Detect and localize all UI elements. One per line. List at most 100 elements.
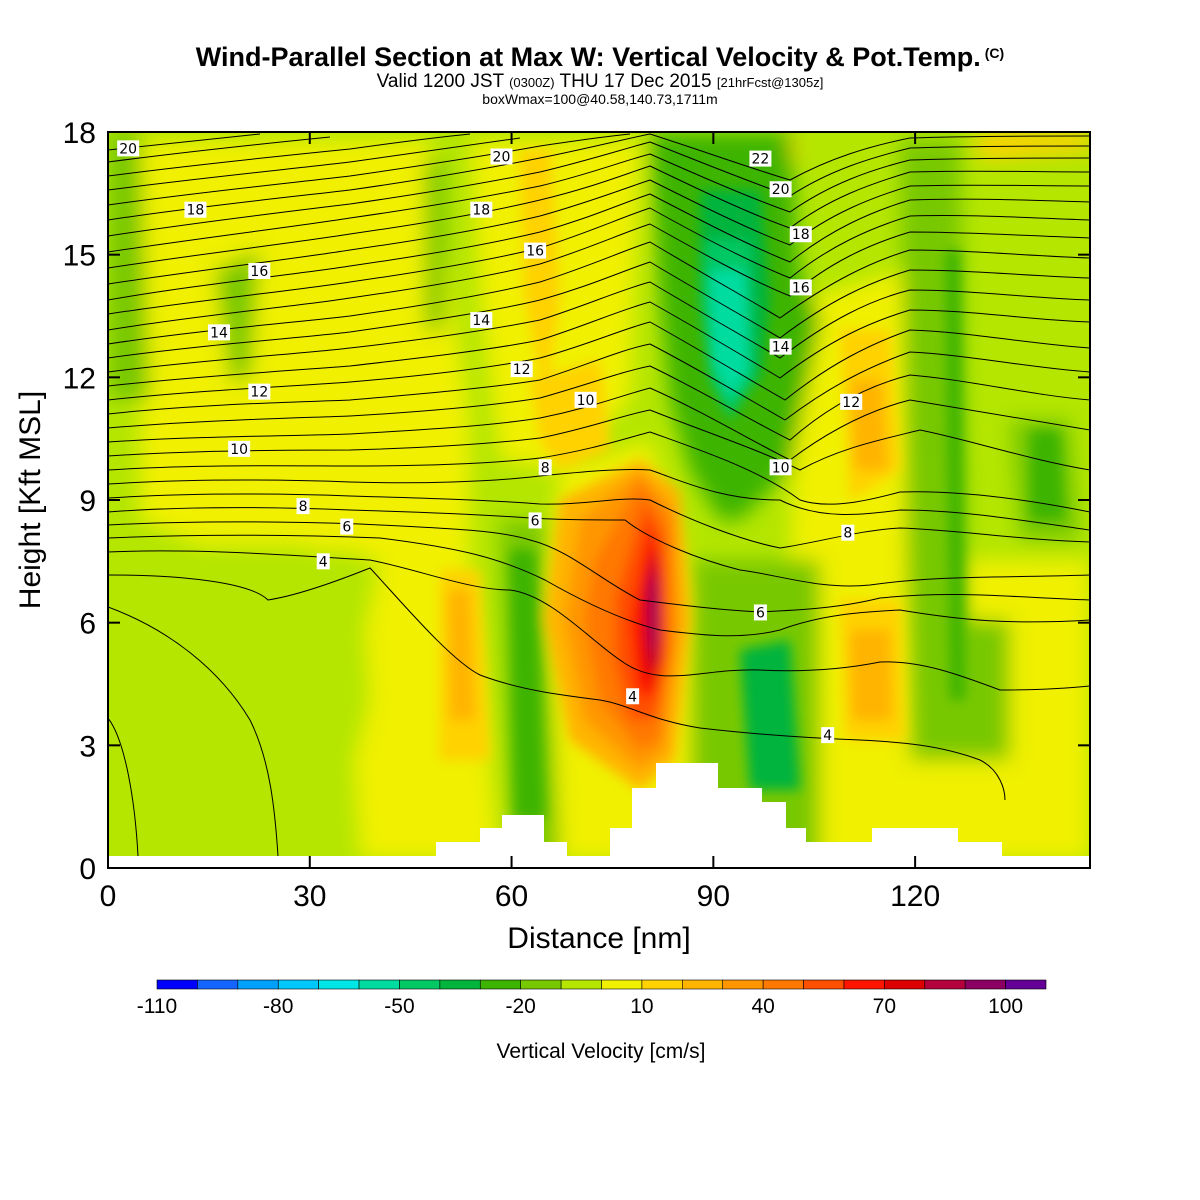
contour-label-box <box>753 604 767 621</box>
contour-label: 8 <box>541 460 550 476</box>
y-tick-label: 3 <box>79 730 96 763</box>
contour-label-box <box>524 242 547 259</box>
contour-label: 20 <box>772 182 790 198</box>
colorbar-swatch <box>964 979 1006 990</box>
colorbar-swatch <box>358 979 400 990</box>
contour-label-box <box>470 312 493 329</box>
contour-label: 16 <box>250 264 268 280</box>
axis-tick-labels: 0 30 60 90 120 0 3 6 9 12 15 18 <box>63 117 941 913</box>
contour-label: 20 <box>119 141 137 157</box>
chart-title: Wind-Parallel Section at Max W: Vertical… <box>0 42 1200 73</box>
valid-date: THU 17 Dec 2015 <box>559 71 712 92</box>
colorbar-swatch <box>722 979 764 990</box>
contour-label-box <box>316 553 330 570</box>
title-text: Wind-Parallel Section at Max W: Vertical… <box>195 42 981 72</box>
contour-label-box <box>510 361 533 378</box>
colorbar-tick-label: 40 <box>751 995 774 1018</box>
x-tick-label: 0 <box>100 880 117 913</box>
x-tick-label: 30 <box>293 880 326 913</box>
contour-label-box <box>841 524 855 541</box>
colorbar-swatch <box>641 979 683 990</box>
contour-label: 6 <box>531 513 540 529</box>
contour-label-box <box>470 201 493 218</box>
colorbar-swatch <box>520 979 562 990</box>
forecast-hour: [21hrFcst@1305z] <box>716 75 824 90</box>
contour-label: 10 <box>772 460 790 476</box>
contour-label-box <box>789 279 812 296</box>
colorbar-swatch <box>439 979 481 990</box>
y-tick-label: 18 <box>63 117 96 150</box>
contour-label: 4 <box>319 554 328 570</box>
valid-time: Valid 1200 JST <box>376 71 504 92</box>
contour-label-box <box>490 148 513 165</box>
colorbar-swatch <box>399 979 441 990</box>
contour-label: 20 <box>493 150 511 166</box>
contour-label-box <box>528 512 542 529</box>
y-tick-label: 9 <box>79 485 96 518</box>
contour-label: 4 <box>823 728 832 744</box>
contour-label: 12 <box>513 362 531 378</box>
colorbar-swatch <box>601 979 643 990</box>
valid-utc: (0300Z) <box>509 75 555 90</box>
x-axis-label: Distance [nm] <box>507 922 690 955</box>
contour-label-box <box>769 338 792 355</box>
contour-label: 8 <box>299 499 308 515</box>
y-tick-label: 15 <box>63 240 96 273</box>
colorbar-tick-label: 10 <box>630 995 653 1018</box>
colorbar-swatch <box>479 979 521 990</box>
contour-label: 10 <box>577 393 595 409</box>
contour-label-box <box>769 459 792 476</box>
valid-time-line: Valid 1200 JST (0300Z) THU 17 Dec 2015 [… <box>0 72 1200 93</box>
contour-label-box <box>538 459 552 476</box>
box-max-info: boxWmax=100@40.58,140.73,1711m <box>482 91 718 107</box>
colorbar-swatch <box>762 979 804 990</box>
copyright-mark: (C) <box>984 45 1005 61</box>
contour-label-box <box>248 383 271 400</box>
colorbar-tick-label: 100 <box>988 995 1023 1018</box>
colorbar: -110 -80 -50 -20 10 40 70 100 <box>137 979 1047 1018</box>
y-tick-label: 12 <box>63 362 96 395</box>
contour-label: 8 <box>843 526 852 542</box>
contour-label: 12 <box>250 385 268 401</box>
colorbar-tick-label: -20 <box>506 995 536 1018</box>
field-blobs-sharp <box>440 150 1065 820</box>
contour-label-box <box>248 263 271 280</box>
contour-label: 22 <box>752 152 770 168</box>
contour-label-box <box>749 150 772 167</box>
y-tick-label: 6 <box>79 608 96 641</box>
contour-label: 14 <box>772 340 790 356</box>
contour-label-box <box>789 226 812 243</box>
contour-label-box <box>626 688 640 705</box>
contour-label: 16 <box>526 244 544 260</box>
contour-label-box <box>574 391 597 408</box>
x-tick-label: 120 <box>890 880 940 913</box>
contour-label: 4 <box>628 689 637 705</box>
colorbar-tick-label: -80 <box>263 995 293 1018</box>
colorbar-swatch <box>277 979 319 990</box>
contour-label-box <box>207 324 230 341</box>
contour-label-box <box>184 201 207 218</box>
colorbar-swatch <box>318 979 360 990</box>
contour-label: 6 <box>756 605 765 621</box>
contour-label: 18 <box>792 227 810 243</box>
axis-ticks <box>107 131 1090 869</box>
contour-label-box <box>840 393 863 410</box>
contour-label: 18 <box>187 203 205 219</box>
colorbar-swatch <box>197 979 239 990</box>
colorbar-swatch <box>156 979 198 990</box>
contour-label: 14 <box>210 325 228 341</box>
x-tick-label: 60 <box>495 880 528 913</box>
contour-label: 16 <box>792 280 810 296</box>
contour-label: 6 <box>342 520 351 536</box>
y-tick-label: 0 <box>79 853 96 886</box>
colorbar-swatch <box>560 979 602 990</box>
colorbar-swatch <box>803 979 845 990</box>
potential-temperature-contours <box>108 133 1090 857</box>
contour-label-box <box>340 518 354 535</box>
colorbar-swatch <box>884 979 926 990</box>
colorbar-swatch <box>682 979 724 990</box>
contour-label-box <box>821 727 835 744</box>
